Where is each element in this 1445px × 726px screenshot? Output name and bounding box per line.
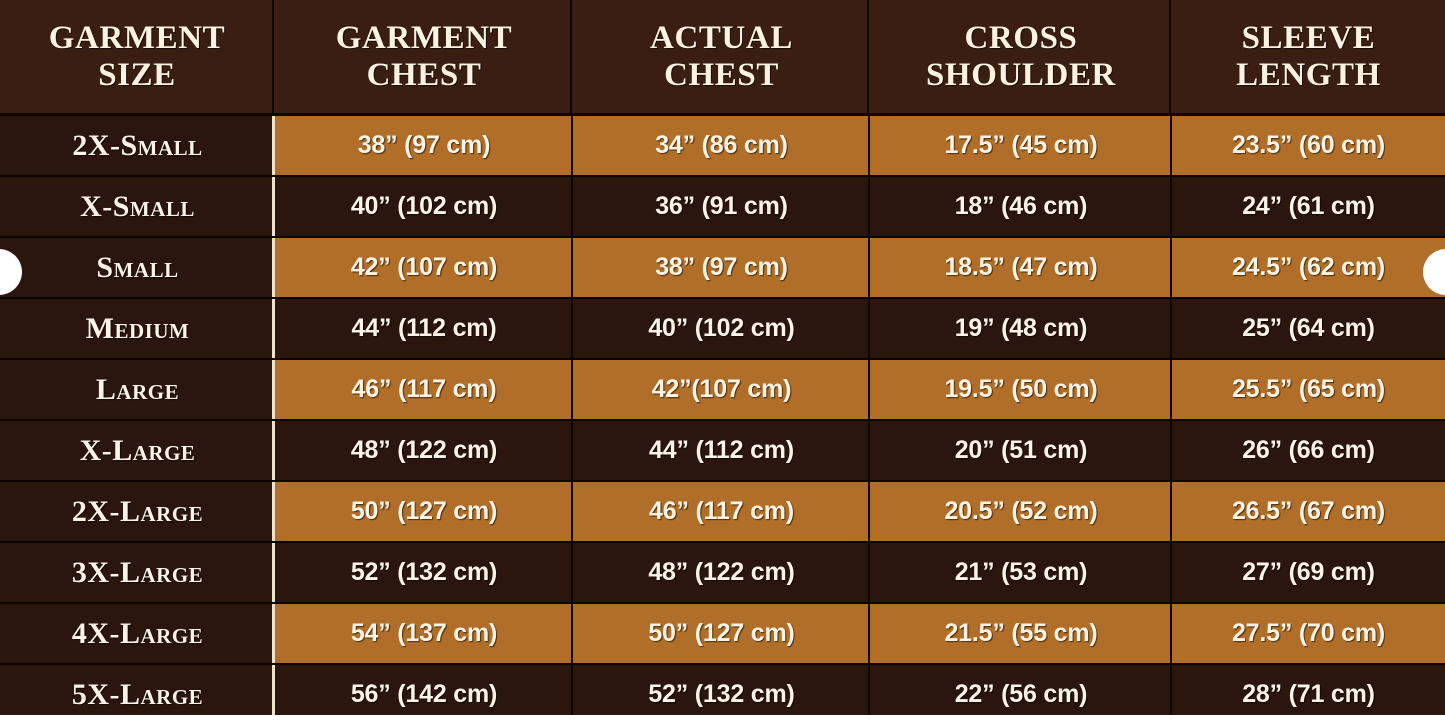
cell-cross-shoulder: 20” (51 cm) bbox=[870, 420, 1172, 482]
table-row: Large 46” (117 cm) 42”(107 cm) 19.5” (50 cm… bbox=[0, 359, 1445, 421]
cell-actual-chest: 36” (91 cm) bbox=[573, 176, 870, 238]
cell-garment-size: Medium bbox=[0, 298, 275, 360]
column-header-line-2: SIZE bbox=[98, 56, 176, 93]
table-header: GARMENT SIZE GARMENT CHEST ACTUAL CHEST … bbox=[0, 0, 1445, 115]
cell-garment-chest: 48” (122 cm) bbox=[275, 420, 573, 482]
cell-cross-shoulder: 19.5” (50 cm) bbox=[870, 359, 1172, 421]
cell-garment-size: X-Small bbox=[0, 176, 275, 238]
cell-garment-chest: 54” (137 cm) bbox=[275, 603, 573, 665]
cell-garment-chest: 38” (97 cm) bbox=[275, 114, 573, 177]
cell-cross-shoulder: 21” (53 cm) bbox=[870, 542, 1172, 604]
table-row: Small 42” (107 cm) 38” (97 cm) 18.5” (47 cm… bbox=[0, 237, 1445, 299]
column-header-sleeve-length: SLEEVE LENGTH bbox=[1172, 0, 1445, 115]
cell-garment-chest: 50” (127 cm) bbox=[275, 481, 573, 543]
cell-actual-chest: 38” (97 cm) bbox=[573, 237, 870, 299]
cell-actual-chest: 44” (112 cm) bbox=[573, 420, 870, 482]
column-header-line-1: SLEEVE bbox=[1241, 19, 1376, 56]
column-header-garment-size: GARMENT SIZE bbox=[0, 0, 275, 115]
cell-garment-chest: 44” (112 cm) bbox=[275, 298, 573, 360]
cell-garment-chest: 46” (117 cm) bbox=[275, 359, 573, 421]
table-row: 4X-Large 54” (137 cm) 50” (127 cm) 21.5” (5… bbox=[0, 603, 1445, 665]
cell-garment-size: Large bbox=[0, 359, 275, 421]
column-header-line-1: CROSS bbox=[964, 19, 1078, 56]
column-header-line-2: LENGTH bbox=[1236, 56, 1381, 93]
header-row: GARMENT SIZE GARMENT CHEST ACTUAL CHEST … bbox=[0, 0, 1445, 115]
cell-cross-shoulder: 21.5” (55 cm) bbox=[870, 603, 1172, 665]
cell-garment-chest: 40” (102 cm) bbox=[275, 176, 573, 238]
column-header-cross-shoulder: CROSS SHOULDER bbox=[870, 0, 1172, 115]
column-header-line-1: GARMENT bbox=[48, 19, 226, 56]
cell-sleeve-length: 23.5” (60 cm) bbox=[1172, 114, 1445, 177]
cell-actual-chest: 46” (117 cm) bbox=[573, 481, 870, 543]
cell-garment-size: 5X-Large bbox=[0, 664, 275, 724]
column-header-line-1: ACTUAL bbox=[650, 19, 793, 56]
column-header-actual-chest: ACTUAL CHEST bbox=[573, 0, 870, 115]
table-row: X-Small 40” (102 cm) 36” (91 cm) 18” (46 cm… bbox=[0, 176, 1445, 238]
table-row: X-Large 48” (122 cm) 44” (112 cm) 20” (51 c… bbox=[0, 420, 1445, 482]
bottom-white-strip bbox=[0, 715, 1445, 726]
cell-sleeve-length: 24.5” (62 cm) bbox=[1172, 237, 1445, 299]
cell-sleeve-length: 27.5” (70 cm) bbox=[1172, 603, 1445, 665]
cell-sleeve-length: 25.5” (65 cm) bbox=[1172, 359, 1445, 421]
cell-cross-shoulder: 17.5” (45 cm) bbox=[870, 114, 1172, 177]
cell-cross-shoulder: 22” (56 cm) bbox=[870, 664, 1172, 724]
cell-garment-size: 3X-Large bbox=[0, 542, 275, 604]
cell-garment-size: 4X-Large bbox=[0, 603, 275, 665]
cell-garment-size: 2X-Small bbox=[0, 114, 275, 177]
cell-actual-chest: 40” (102 cm) bbox=[573, 298, 870, 360]
table-row: 3X-Large 52” (132 cm) 48” (122 cm) 21” (53 … bbox=[0, 542, 1445, 604]
column-header-line-1: GARMENT bbox=[335, 19, 513, 56]
table-row: 2X-Small 38” (97 cm) 34” (86 cm) 17.5” (45 … bbox=[0, 114, 1445, 177]
cell-garment-size: Small bbox=[0, 237, 275, 299]
cell-sleeve-length: 25” (64 cm) bbox=[1172, 298, 1445, 360]
cell-sleeve-length: 26.5” (67 cm) bbox=[1172, 481, 1445, 543]
cell-sleeve-length: 27” (69 cm) bbox=[1172, 542, 1445, 604]
cell-actual-chest: 48” (122 cm) bbox=[573, 542, 870, 604]
table-row: 5X-Large 56” (142 cm) 52” (132 cm) 22” (56 … bbox=[0, 664, 1445, 724]
cell-cross-shoulder: 19” (48 cm) bbox=[870, 298, 1172, 360]
cell-actual-chest: 52” (132 cm) bbox=[573, 664, 870, 724]
cell-sleeve-length: 24” (61 cm) bbox=[1172, 176, 1445, 238]
column-header-line-2: CHEST bbox=[664, 56, 779, 93]
cell-actual-chest: 34” (86 cm) bbox=[573, 114, 870, 177]
column-header-line-2: SHOULDER bbox=[925, 56, 1116, 93]
cell-actual-chest: 50” (127 cm) bbox=[573, 603, 870, 665]
table-row: 2X-Large 50” (127 cm) 46” (117 cm) 20.5” (5… bbox=[0, 481, 1445, 543]
cell-garment-size: X-Large bbox=[0, 420, 275, 482]
cell-cross-shoulder: 18” (46 cm) bbox=[870, 176, 1172, 238]
cell-actual-chest: 42”(107 cm) bbox=[573, 359, 870, 421]
cell-garment-chest: 52” (132 cm) bbox=[275, 542, 573, 604]
column-header-garment-chest: GARMENT CHEST bbox=[275, 0, 573, 115]
cell-sleeve-length: 28” (71 cm) bbox=[1172, 664, 1445, 724]
cell-garment-size: 2X-Large bbox=[0, 481, 275, 543]
table-row: Medium 44” (112 cm) 40” (102 cm) 19” (48 cm… bbox=[0, 298, 1445, 360]
column-header-line-2: CHEST bbox=[366, 56, 482, 93]
cell-garment-chest: 42” (107 cm) bbox=[275, 237, 573, 299]
cell-garment-chest: 56” (142 cm) bbox=[275, 664, 573, 724]
cell-cross-shoulder: 18.5” (47 cm) bbox=[870, 237, 1172, 299]
cell-cross-shoulder: 20.5” (52 cm) bbox=[870, 481, 1172, 543]
table-body: 2X-Small 38” (97 cm) 34” (86 cm) 17.5” (45 … bbox=[0, 114, 1445, 724]
cell-sleeve-length: 26” (66 cm) bbox=[1172, 420, 1445, 482]
